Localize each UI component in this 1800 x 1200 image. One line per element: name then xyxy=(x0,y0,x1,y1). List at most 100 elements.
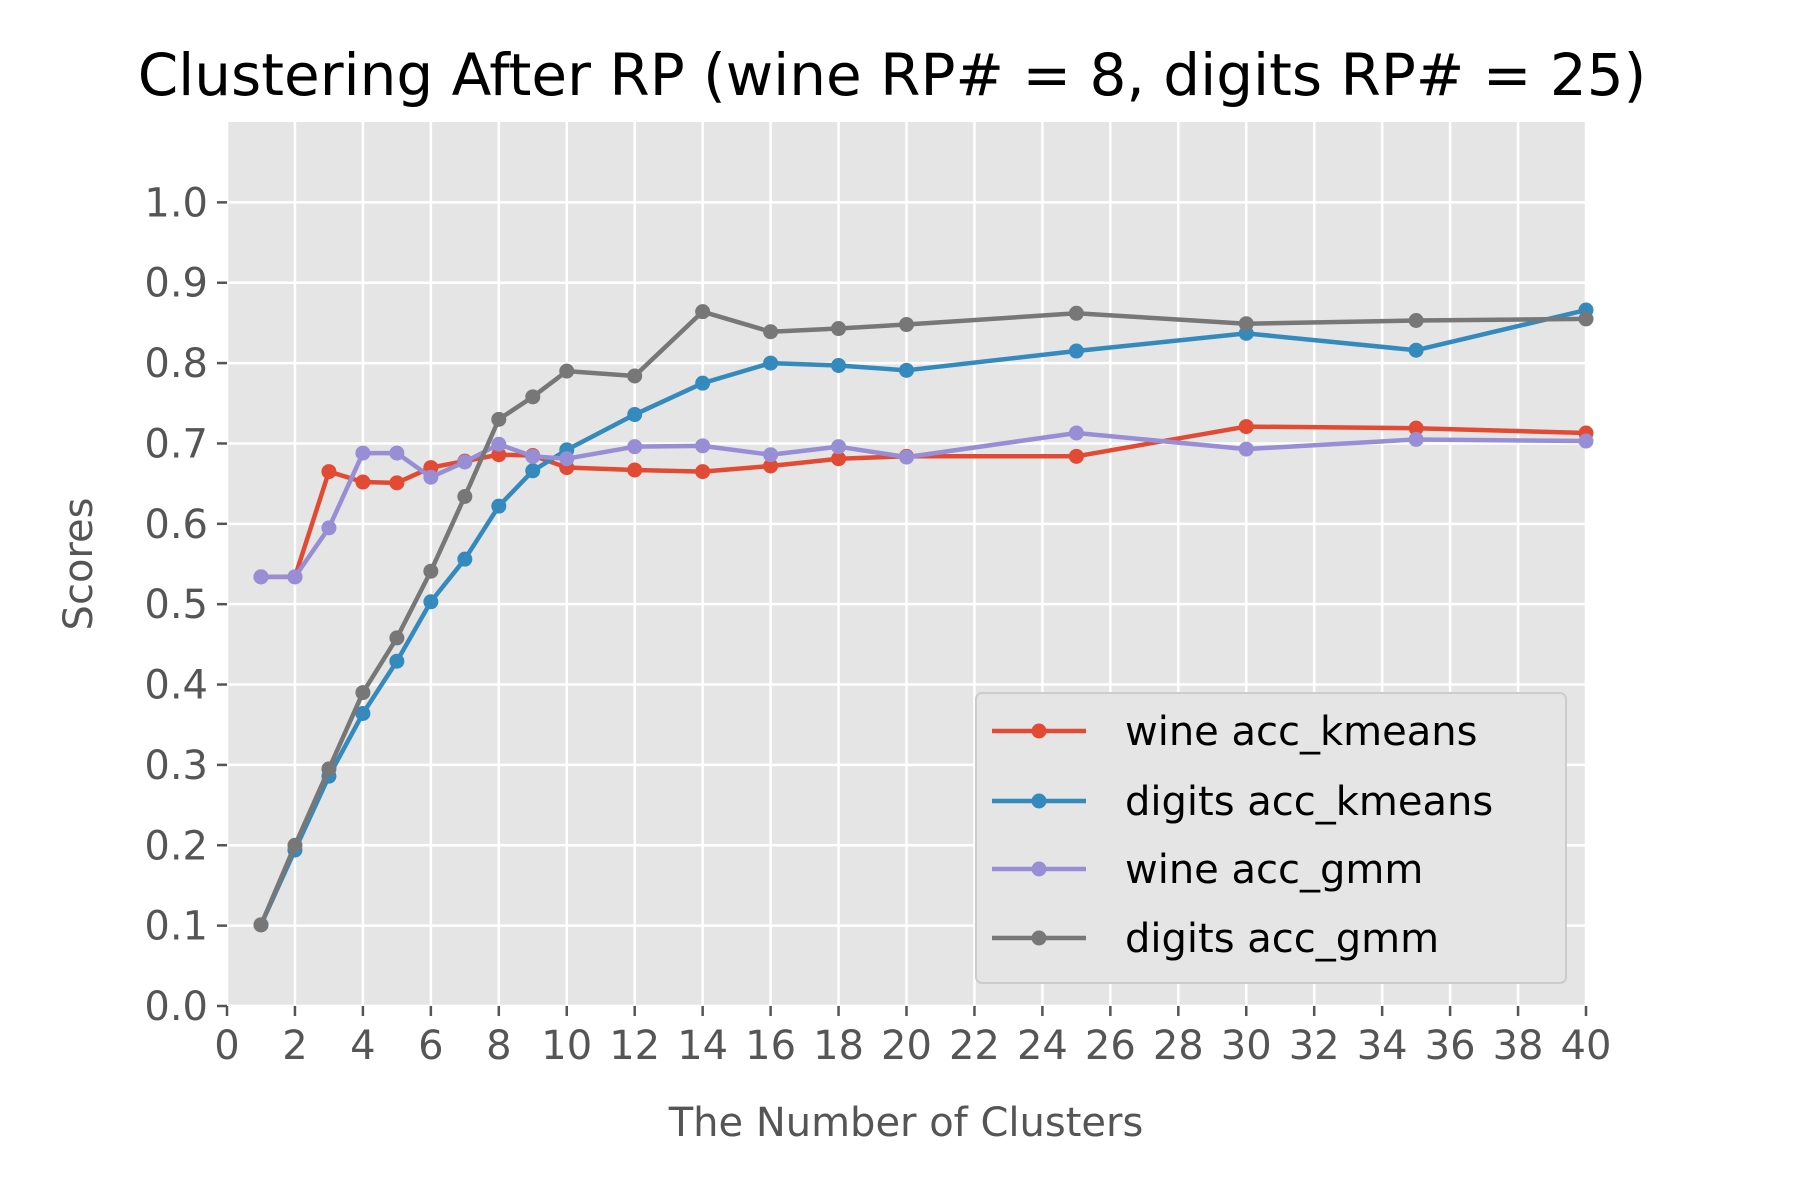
x-tick-label: 38 xyxy=(1493,1023,1544,1069)
x-axis-label: The Number of Clusters xyxy=(668,1100,1144,1146)
data-point xyxy=(525,448,541,464)
data-point xyxy=(423,469,439,485)
series-layer xyxy=(253,302,1594,933)
data-point xyxy=(1238,316,1254,332)
chart-title: Clustering After RP (wine RP# = 8, digit… xyxy=(138,41,1647,109)
x-tick-label: 14 xyxy=(677,1023,728,1069)
legend-label: digits acc_kmeans xyxy=(1125,779,1493,825)
data-point xyxy=(1408,312,1424,328)
x-tick-label: 16 xyxy=(745,1023,796,1069)
data-point xyxy=(763,458,779,474)
x-tick-label: 36 xyxy=(1425,1023,1476,1069)
data-point xyxy=(1068,448,1084,464)
data-point xyxy=(559,451,575,467)
data-point xyxy=(253,569,269,585)
data-point xyxy=(525,463,541,479)
x-tick-label: 2 xyxy=(282,1023,307,1069)
y-tick-label: 0.3 xyxy=(144,743,208,789)
data-point xyxy=(491,436,507,452)
legend-box xyxy=(975,692,1567,984)
y-tick-label: 0.7 xyxy=(144,421,208,467)
data-point xyxy=(695,438,711,454)
x-tick-label: 12 xyxy=(609,1023,660,1069)
data-point xyxy=(831,439,847,455)
data-point xyxy=(457,454,473,470)
data-point xyxy=(321,761,337,777)
x-tick-label: 34 xyxy=(1357,1023,1408,1069)
data-point xyxy=(457,551,473,567)
y-tick-label: 0.1 xyxy=(144,904,208,950)
data-point xyxy=(763,447,779,463)
data-point xyxy=(1578,311,1594,327)
data-point xyxy=(355,445,371,461)
data-point xyxy=(1068,425,1084,441)
data-point xyxy=(321,464,337,480)
data-point xyxy=(355,705,371,721)
x-tick-label: 0 xyxy=(214,1023,239,1069)
data-point xyxy=(831,451,847,467)
x-tick-label: 18 xyxy=(813,1023,864,1069)
y-tick-label: 0.8 xyxy=(144,341,208,387)
x-tick-label: 10 xyxy=(541,1023,592,1069)
data-point xyxy=(1578,433,1594,449)
data-point xyxy=(1238,419,1254,435)
legend-swatch-marker xyxy=(1031,930,1047,946)
x-tick-label: 24 xyxy=(1017,1023,1068,1069)
data-point xyxy=(491,411,507,427)
data-point xyxy=(389,653,405,669)
y-tick-label: 0.5 xyxy=(144,582,208,628)
legend-label: wine acc_gmm xyxy=(1125,847,1423,893)
x-tick-label: 20 xyxy=(881,1023,932,1069)
legend-swatch-marker xyxy=(1031,723,1047,739)
data-point xyxy=(763,355,779,371)
data-point xyxy=(1238,441,1254,457)
data-point xyxy=(355,685,371,701)
x-tick-label: 32 xyxy=(1289,1023,1340,1069)
data-point xyxy=(695,375,711,391)
data-point xyxy=(423,563,439,579)
data-point xyxy=(695,464,711,480)
data-point xyxy=(627,462,643,478)
data-point xyxy=(457,488,473,504)
x-tick-label: 28 xyxy=(1153,1023,1204,1069)
data-point xyxy=(1408,431,1424,447)
data-point xyxy=(321,520,337,536)
data-point xyxy=(627,439,643,455)
data-point xyxy=(1408,342,1424,358)
y-tick-label: 0.2 xyxy=(144,823,208,869)
data-point xyxy=(899,449,914,465)
legend-swatch-marker xyxy=(1031,793,1047,809)
data-point xyxy=(389,475,405,491)
data-point xyxy=(253,917,269,933)
x-tick-label: 30 xyxy=(1221,1023,1272,1069)
data-point xyxy=(627,407,643,423)
data-point xyxy=(831,321,847,337)
data-point xyxy=(1068,343,1084,359)
y-axis-label: Scores xyxy=(56,498,102,631)
data-point xyxy=(1408,420,1424,436)
x-tick-label: 8 xyxy=(486,1023,511,1069)
y-tick-label: 0.6 xyxy=(144,502,208,548)
data-point xyxy=(287,837,303,853)
data-point xyxy=(831,358,847,374)
axis-ticks: 0 2 4 6 8 10 12 14 16 18 20 22 24 26 28 30 32 34 36 38 400.0… xyxy=(144,180,1611,1069)
x-tick-label: 40 xyxy=(1561,1023,1612,1069)
data-point xyxy=(389,630,405,646)
data-point xyxy=(559,363,575,379)
y-tick-label: 0.9 xyxy=(144,261,208,307)
x-tick-label: 22 xyxy=(949,1023,1000,1069)
data-point xyxy=(627,368,643,384)
data-point xyxy=(491,447,507,463)
data-point xyxy=(899,362,914,378)
series-digits-acc_gmm xyxy=(253,304,1594,933)
data-point xyxy=(355,474,371,490)
data-point xyxy=(423,594,439,610)
data-point xyxy=(899,317,914,333)
x-tick-label: 26 xyxy=(1085,1023,1136,1069)
series-wine-acc_gmm xyxy=(253,425,1594,585)
data-point xyxy=(525,389,541,405)
y-tick-label: 1.0 xyxy=(144,180,208,226)
data-point xyxy=(1068,305,1084,321)
x-tick-label: 6 xyxy=(418,1023,443,1069)
